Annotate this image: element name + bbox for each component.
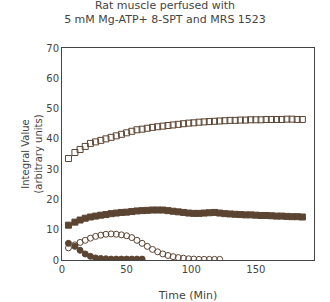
svg-text:Rat muscle perfused with5 mM M: Rat muscle perfused with5 mM Mg-ATP+ 8-S… bbox=[64, 0, 266, 26]
svg-text:30: 30 bbox=[46, 164, 59, 175]
svg-text:150: 150 bbox=[246, 264, 265, 275]
svg-text:Time (Min): Time (Min) bbox=[158, 289, 218, 302]
svg-text:0: 0 bbox=[59, 264, 65, 275]
svg-text:100: 100 bbox=[182, 264, 201, 275]
svg-text:10: 10 bbox=[46, 224, 59, 235]
svg-text:Integral Value(arbitrary units: Integral Value(arbitrary units) bbox=[20, 114, 44, 193]
svg-text:40: 40 bbox=[46, 133, 59, 144]
svg-text:20: 20 bbox=[46, 194, 59, 205]
svg-text:50: 50 bbox=[120, 264, 133, 275]
svg-text:0: 0 bbox=[53, 255, 59, 266]
svg-text:70: 70 bbox=[46, 43, 59, 54]
svg-text:60: 60 bbox=[46, 73, 59, 84]
svg-text:50: 50 bbox=[46, 103, 59, 114]
